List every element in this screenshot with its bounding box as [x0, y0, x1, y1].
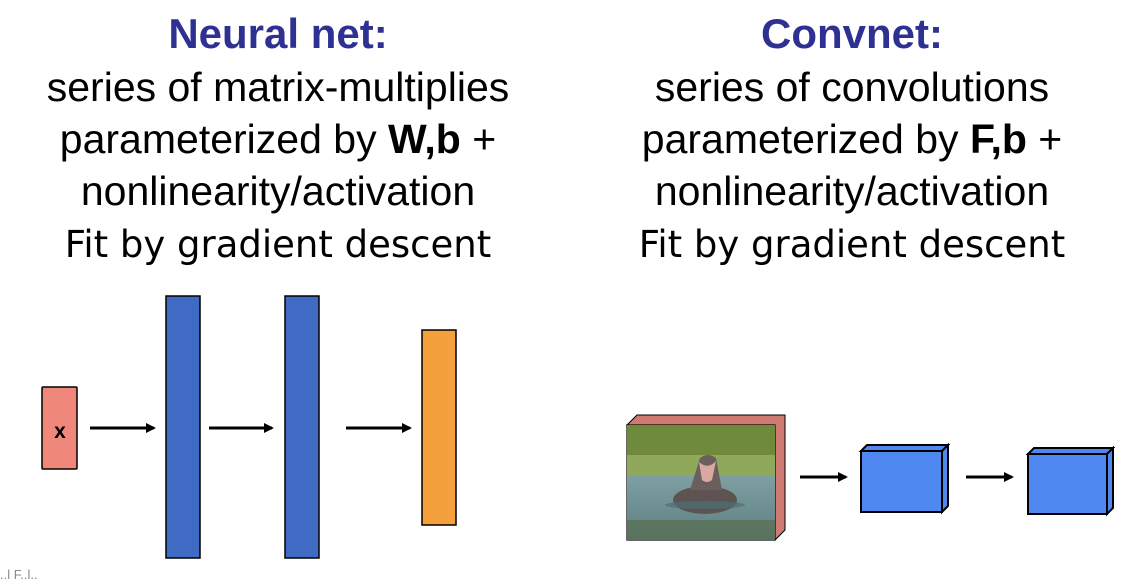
- neural-net-line-2-post: +: [460, 116, 497, 162]
- neural-net-line-2-pre: parameterized by: [59, 116, 388, 162]
- convnet-line-4: Fit by gradient descent: [638, 223, 1066, 266]
- convnet-line-2-post: +: [1026, 116, 1063, 162]
- neural-net-heading: Neural net:: [168, 10, 388, 57]
- convnet-line-2-pre: parameterized by: [641, 116, 970, 162]
- feature-map-1: [858, 442, 951, 515]
- convnet-line-3: nonlinearity/activation: [654, 168, 1050, 214]
- convnet-line-1: series of convolutions: [654, 64, 1050, 110]
- neural-net-line-4: Fit by gradient descent: [64, 223, 492, 266]
- neural-net-params: W,b: [387, 116, 461, 162]
- convnet-line-2: parameterized by F,b +: [568, 113, 1136, 165]
- convnet-params: F,b: [969, 116, 1027, 162]
- input-node: [41, 386, 78, 470]
- input-node-label: x: [54, 420, 66, 443]
- feature-map-2: [1025, 445, 1116, 517]
- neural-net-line-1: series of matrix-multiplies: [46, 64, 510, 110]
- convnet-diagram: [625, 414, 1116, 542]
- neural-net-diagram: x: [41, 295, 457, 559]
- hidden-layer-2: [284, 295, 320, 559]
- neural-net-line-3: nonlinearity/activation: [80, 168, 476, 214]
- convnet-heading: Convnet:: [761, 10, 943, 57]
- neural-net-line-2: parameterized by W,b +: [0, 113, 556, 165]
- hidden-layer-1: [165, 295, 201, 559]
- input-image: [627, 425, 775, 540]
- footer-cut-text: ..l F..l..: [0, 567, 38, 582]
- neural-net-column: Neural net: series of matrix-multiplies …: [0, 0, 556, 273]
- convnet-column: Convnet: series of convolutions paramete…: [568, 0, 1136, 273]
- output-layer: [421, 329, 457, 526]
